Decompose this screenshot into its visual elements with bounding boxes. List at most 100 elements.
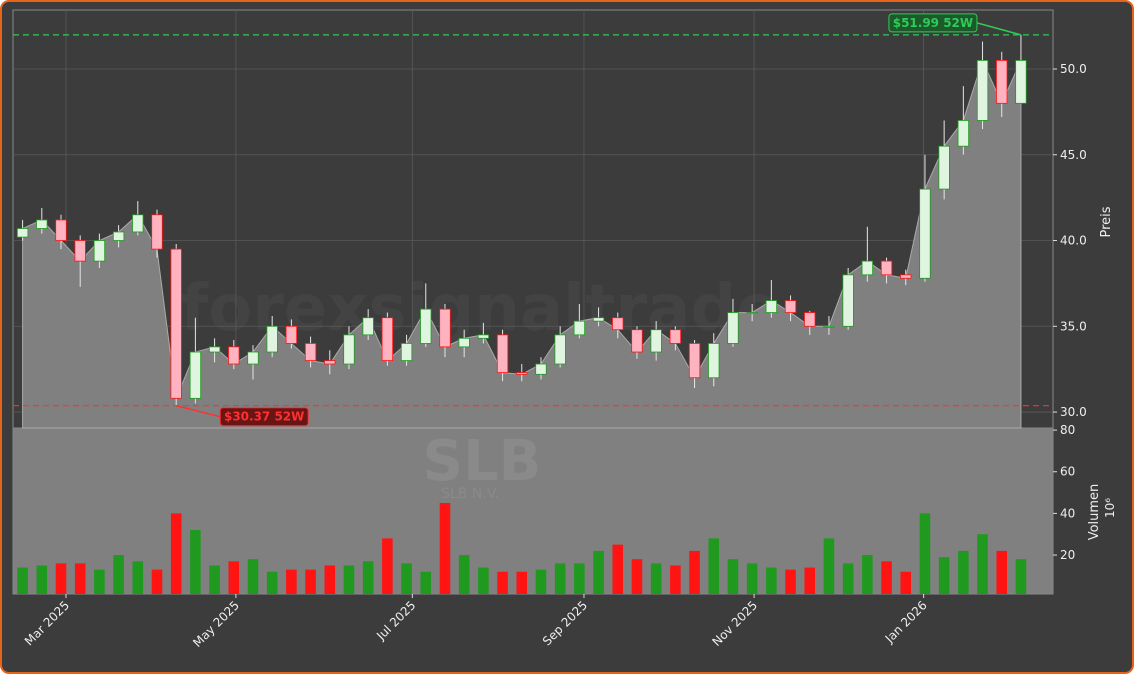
- volume-bar: [574, 563, 585, 594]
- y-tick-label: 35.0: [1060, 319, 1087, 333]
- candle-body: [765, 300, 778, 313]
- volume-bar: [228, 561, 240, 594]
- candle-body: [996, 60, 1008, 104]
- candle-body: [880, 260, 893, 276]
- candle-body: [631, 329, 643, 353]
- candle-body: [381, 317, 394, 361]
- volume-bar: [785, 569, 796, 594]
- candle-body: [496, 334, 509, 373]
- candle-body: [957, 120, 970, 147]
- volume-bar: [862, 555, 873, 594]
- candle-body: [170, 248, 182, 399]
- candle-body: [324, 360, 336, 365]
- volume-bar: [324, 565, 336, 594]
- volume-bar: [36, 565, 48, 594]
- y-tick-label: 45.0: [1060, 148, 1087, 162]
- candle-body: [708, 343, 720, 379]
- volume-scale: 10⁶: [1103, 498, 1117, 518]
- y-tick-label: 30.0: [1060, 405, 1087, 419]
- volume-bar: [977, 534, 988, 594]
- annotation-arrow: [176, 404, 221, 418]
- candle-body: [554, 334, 566, 365]
- volume-tick-label: 80: [1060, 423, 1075, 437]
- candle-body: [16, 228, 29, 238]
- volume-bar: [727, 559, 739, 594]
- annotation-label: $51.99 52W: [893, 16, 973, 30]
- volume-bar: [266, 571, 278, 594]
- candle-body: [189, 351, 202, 399]
- volume-bar: [919, 513, 931, 594]
- volume-bar: [593, 550, 604, 594]
- volume-bar: [362, 561, 374, 594]
- candle-body: [900, 274, 912, 279]
- volume-bar: [343, 565, 355, 594]
- candle-body: [573, 320, 586, 336]
- y-tick-label: 50.0: [1060, 62, 1087, 76]
- volume-bar: [612, 544, 624, 594]
- volume-bar: [209, 565, 220, 594]
- annotation-arrow: [976, 22, 1022, 36]
- volume-bar: [670, 565, 681, 594]
- volume-bar: [689, 550, 700, 594]
- volume-bar: [190, 530, 201, 594]
- candle-body: [285, 325, 298, 344]
- candle-body: [669, 329, 682, 344]
- candle-body: [228, 346, 240, 365]
- candle-body: [650, 329, 662, 353]
- candle-body: [420, 308, 432, 344]
- candle-body: [55, 219, 67, 241]
- volume-bar: [631, 559, 643, 594]
- volume-bar: [554, 563, 566, 594]
- volume-bar: [170, 513, 182, 594]
- candle-body: [784, 300, 797, 313]
- candle-body: [612, 317, 624, 331]
- candle-body: [535, 363, 547, 375]
- volume-bar: [516, 571, 528, 594]
- watermark-symbol: SLB: [423, 429, 542, 494]
- watermark-company: SLB N.V.: [441, 486, 499, 502]
- candle-body: [458, 337, 470, 348]
- candle-body: [976, 60, 989, 121]
- candle-body: [208, 346, 221, 353]
- volume-tick-label: 20: [1060, 548, 1075, 562]
- volume-bar: [132, 561, 144, 594]
- volume-bar: [113, 555, 124, 594]
- volume-bar: [823, 538, 835, 594]
- volume-bar: [996, 550, 1008, 594]
- volume-tick-label: 60: [1060, 465, 1075, 479]
- volume-bar: [286, 569, 297, 594]
- volume-bar: [247, 559, 259, 594]
- volume-bar: [938, 557, 950, 594]
- volume-bar: [535, 569, 547, 594]
- volume-bar: [478, 567, 489, 594]
- candle-body: [516, 372, 528, 375]
- volume-bar: [900, 571, 912, 594]
- candle-body: [746, 312, 758, 314]
- volume-bar: [650, 563, 662, 594]
- candle-body: [304, 343, 317, 361]
- volume-bar: [420, 571, 432, 594]
- volume-bar: [17, 567, 28, 594]
- candle-body: [861, 260, 874, 276]
- candle-body: [919, 188, 931, 279]
- volume-bar: [746, 563, 758, 594]
- candle-body: [477, 334, 490, 339]
- volume-bar: [766, 567, 777, 594]
- candle-body: [93, 240, 106, 262]
- volume-tick-label: 40: [1060, 506, 1075, 520]
- candle-body: [842, 274, 854, 327]
- candle-body: [151, 214, 163, 250]
- volume-bar: [458, 555, 470, 594]
- volume-bar: [842, 563, 854, 594]
- volume-bar: [804, 567, 816, 594]
- volume-bar: [708, 538, 720, 594]
- volume-bar: [74, 563, 86, 594]
- y-axis-label: Preis: [1099, 206, 1114, 237]
- y-tick-label: 40.0: [1060, 234, 1087, 248]
- volume-bar: [401, 563, 412, 594]
- annotation-box: [219, 407, 309, 427]
- volume-bar: [439, 502, 451, 594]
- annotation-box: [888, 13, 978, 33]
